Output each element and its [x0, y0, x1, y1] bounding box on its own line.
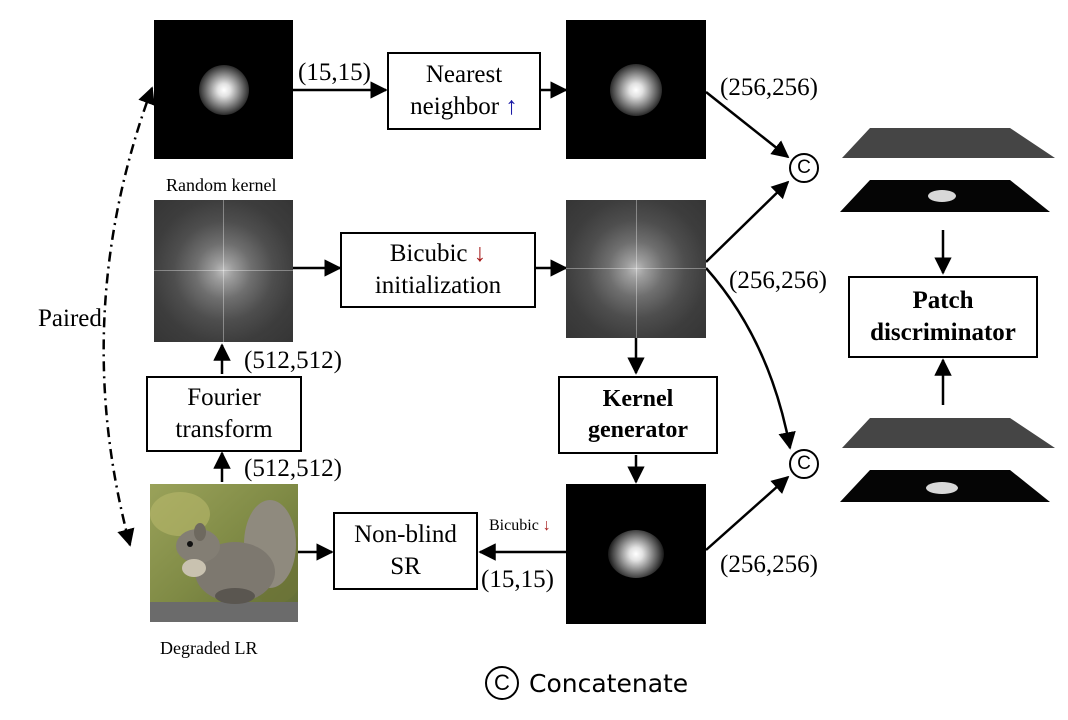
kernel-blob [608, 530, 664, 578]
fft-axis-horizontal [566, 268, 706, 269]
paired-dashdot-link [102, 86, 155, 547]
non-blind-sr-block: Non-blind SR [333, 512, 478, 590]
degraded-lr-photo [150, 484, 298, 622]
degraded-lr-caption: Degraded LR [160, 638, 258, 658]
dim-label: (512,512) [244, 347, 342, 374]
legend: C Concatenate [485, 666, 688, 700]
stack-real-top [840, 128, 1055, 212]
down-arrow-icon: ↓ [542, 517, 551, 534]
fft-axis-vertical [636, 200, 637, 338]
stack-kernel-spot-top [928, 190, 956, 202]
squirrel-illustration [150, 484, 298, 622]
arrow-kernel-to-concat2 [705, 475, 790, 551]
arrow-fftsmall-to-concat1 [705, 180, 790, 263]
dim-label: (256,256) [720, 74, 818, 101]
concatenate-circle-icon: C [789, 153, 819, 183]
arrow-fftsmall-to-concat2 [705, 267, 796, 450]
block-line: Nearest [425, 61, 503, 88]
legend-label: Concatenate [529, 668, 689, 698]
arrow-upsampled-to-concat1 [705, 91, 790, 159]
dim-label: (512,512) [244, 455, 342, 482]
bicubic-small-label: Bicubic ↓ [489, 517, 551, 534]
generated-kernel-image [566, 484, 706, 624]
up-arrow-icon: ↑ [505, 93, 518, 120]
nearest-neighbor-block: Nearest neighbor ↑ [387, 52, 541, 130]
stack-fft-plane-top [842, 128, 1055, 158]
dim-label: (15,15) [298, 59, 371, 86]
fft-axis-horizontal [154, 270, 293, 271]
stack-fake-bottom [840, 418, 1055, 502]
kernel-generator-block: Kernel generator [558, 376, 718, 454]
upsampled-kernel-image [566, 20, 706, 159]
fft-spectrum-image [154, 200, 293, 342]
block-line: Bicubic ↓ [389, 240, 487, 267]
down-arrow-icon: ↓ [473, 240, 487, 267]
random-kernel-caption: Random kernel [166, 175, 277, 195]
stack-kernel-spot-bottom [926, 482, 958, 494]
concatenate-circle-icon: C [789, 449, 819, 479]
block-line: neighbor ↑ [410, 93, 518, 120]
block-line: discriminator [870, 319, 1016, 346]
paired-label: Paired [38, 305, 102, 332]
random-kernel-image [154, 20, 293, 159]
patch-discriminator-block: Patch discriminator [848, 276, 1038, 358]
fourier-transform-block: Fourier transform [146, 376, 302, 452]
dim-label: (15,15) [481, 566, 554, 593]
block-line: Non-blind [354, 521, 457, 548]
block-line: initialization [374, 272, 502, 299]
block-line: Kernel [602, 386, 674, 413]
stack-fft-plane-bottom [842, 418, 1055, 448]
fft-downsampled-image [566, 200, 706, 338]
kernel-blob [199, 65, 249, 115]
block-line: generator [588, 417, 688, 443]
dim-label: (256,256) [720, 551, 818, 578]
concatenate-circle-icon: C [485, 666, 519, 700]
fft-axis-vertical [223, 200, 224, 342]
bicubic-initialization-block: Bicubic ↓ initialization [340, 232, 536, 308]
kernel-blob [610, 64, 662, 116]
block-line: Patch [912, 287, 974, 314]
block-line: Fourier [187, 384, 261, 411]
block-line: transform [175, 416, 273, 443]
dim-label: (256,256) [729, 267, 827, 294]
block-line: SR [390, 553, 421, 580]
